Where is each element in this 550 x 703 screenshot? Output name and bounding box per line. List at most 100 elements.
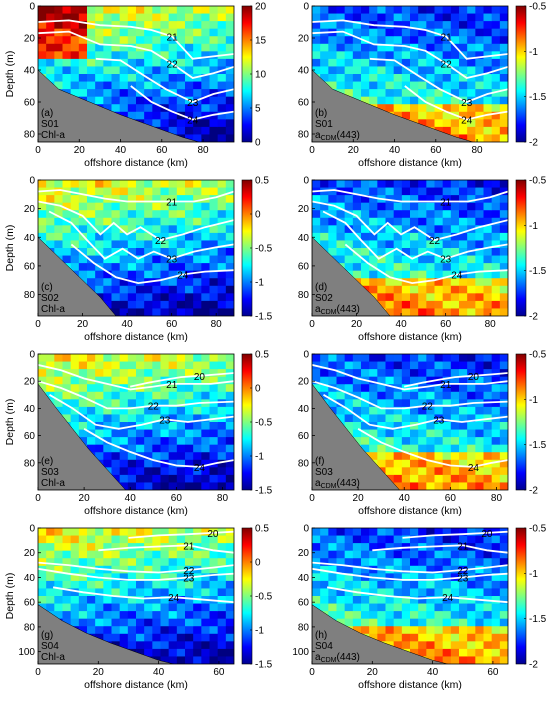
x-tick-label: 20 (351, 319, 363, 330)
colorbar (515, 527, 527, 665)
isotherm-22 (38, 200, 234, 242)
colorbar-tick-label: 10 (255, 70, 267, 81)
colorbar-tick-label: -0.5 (529, 2, 547, 13)
x-axis-label: offshore distance (km) (358, 331, 462, 343)
y-tick-label: 40 (24, 233, 36, 244)
x-tick-label: 60 (445, 493, 457, 504)
y-tick-label: 60 (298, 431, 310, 442)
colorbar-tick-label: -1 (529, 47, 538, 58)
colorbar-tick-label: -1 (529, 221, 538, 232)
isotherm-label: 21 (440, 380, 452, 391)
colorbar-tick-label: -1.5 (529, 440, 547, 451)
panel-d: 21 22 23 24 0 20 40 60 80 0 20 40 60 80 offshore dista… (298, 176, 547, 344)
colorbar-tick-label: -0.5 (529, 176, 547, 187)
panel-f: 20 21 22 23 24 0 20 40 60 80 0 20 40 60 80 offshore dis… (298, 350, 547, 518)
isotherm-label: 21 (441, 32, 453, 43)
x-axis-label: offshore distance (km) (358, 157, 462, 169)
y-tick-label: 100 (18, 647, 35, 658)
isotherm-24 (83, 428, 234, 468)
isotherm-20 (128, 530, 234, 539)
y-tick-label: 20 (24, 377, 36, 388)
x-axis-label: offshore distance (km) (358, 679, 462, 691)
isotherm-label: 20 (481, 529, 493, 540)
field-panel-f: 20 21 22 23 24 (312, 354, 508, 490)
x-tick-label: 60 (440, 319, 452, 330)
y-tick-label: 40 (298, 66, 310, 77)
y-tick-label: 0 (29, 524, 35, 535)
field-panel-e: 20 21 22 23 24 (38, 354, 234, 490)
colorbar (515, 179, 527, 317)
x-tick-label: 40 (153, 667, 165, 678)
isotherm-label: 23 (457, 573, 469, 584)
x-tick-label: 20 (77, 319, 89, 330)
isotherm-label: 23 (166, 255, 178, 266)
y-tick-label: 40 (24, 404, 36, 415)
x-tick-label: 0 (309, 145, 315, 156)
isotherm-label: 22 (148, 402, 160, 413)
variable-label: aCDM(443) (315, 478, 360, 490)
x-tick-label: 20 (353, 493, 365, 504)
plot-frame (37, 5, 235, 143)
colorbar-tick-label: -0.5 (255, 418, 273, 429)
seabed (312, 69, 473, 142)
y-tick-label: 80 (24, 622, 36, 633)
isotherm-label: 22 (457, 566, 469, 577)
panel-letter: (g) (41, 630, 53, 641)
isotherm-label: 24 (187, 116, 199, 127)
colorbar-tick-label: 0.5 (255, 524, 269, 535)
colorbar-tick-label: -2 (529, 486, 538, 497)
x-tick-label: 80 (471, 145, 483, 156)
plot-frame (311, 179, 509, 317)
x-tick-label: 0 (35, 667, 41, 678)
x-tick-label: 0 (309, 667, 315, 678)
isotherm-23 (95, 57, 234, 103)
field-panel-c: 21 22 23 24 (38, 180, 234, 316)
isotherm-label: 24 (442, 593, 454, 604)
panel-letter: (a) (41, 108, 53, 119)
y-tick-label: 40 (24, 66, 36, 77)
colorbar-tick-label: 0 (255, 384, 261, 395)
x-axis-label: offshore distance (km) (358, 505, 462, 517)
isotherm-label: 23 (187, 98, 199, 109)
x-tick-label: 40 (399, 493, 411, 504)
isotherm-23 (48, 210, 234, 260)
variable-label: Chl-a (41, 130, 65, 141)
isotherm-21 (38, 189, 234, 203)
isotherm-23 (312, 567, 508, 581)
y-tick-label: 100 (292, 647, 309, 658)
plot-frame (37, 353, 235, 491)
isotherm-23 (38, 567, 234, 581)
isotherm-label: 20 (207, 529, 219, 540)
colorbar-tick-label: -1 (255, 278, 264, 289)
section-label: S03 (315, 467, 333, 478)
isotherm-24 (326, 586, 508, 604)
isotherm-24 (70, 243, 234, 285)
y-tick-label: 0 (303, 350, 309, 361)
x-tick-label: 60 (156, 145, 168, 156)
isotherm-label: 23 (461, 98, 473, 109)
x-tick-label: 40 (427, 667, 439, 678)
isotherm-label: 23 (433, 415, 445, 426)
y-tick-label: 40 (298, 573, 310, 584)
x-axis-label: offshore distance (km) (84, 505, 188, 517)
isotherm-label: 23 (159, 415, 171, 426)
y-tick-label: 60 (298, 598, 310, 609)
y-tick-label: 60 (298, 98, 310, 109)
y-tick-label: 20 (298, 377, 310, 388)
x-tick-label: 80 (217, 493, 229, 504)
variable-label: Chl-a (41, 304, 65, 315)
x-tick-label: 80 (485, 319, 497, 330)
isotherm-21 (372, 544, 508, 554)
isotherm-label: 21 (166, 380, 178, 391)
colorbar-tick-label: -0.5 (255, 244, 273, 255)
y-tick-label: 60 (24, 431, 36, 442)
isotherm-label: 24 (168, 593, 180, 604)
isotherm-20 (130, 372, 234, 388)
y-tick-label: 80 (298, 130, 310, 141)
isotherm-label: 21 (440, 197, 452, 208)
panel-a: 21 22 23 24 0 20 40 60 80 0 20 40 60 80 offshore dista… (4, 2, 267, 170)
x-tick-label: 80 (197, 145, 209, 156)
seabed (38, 236, 117, 316)
y-tick-label: 60 (298, 261, 310, 272)
